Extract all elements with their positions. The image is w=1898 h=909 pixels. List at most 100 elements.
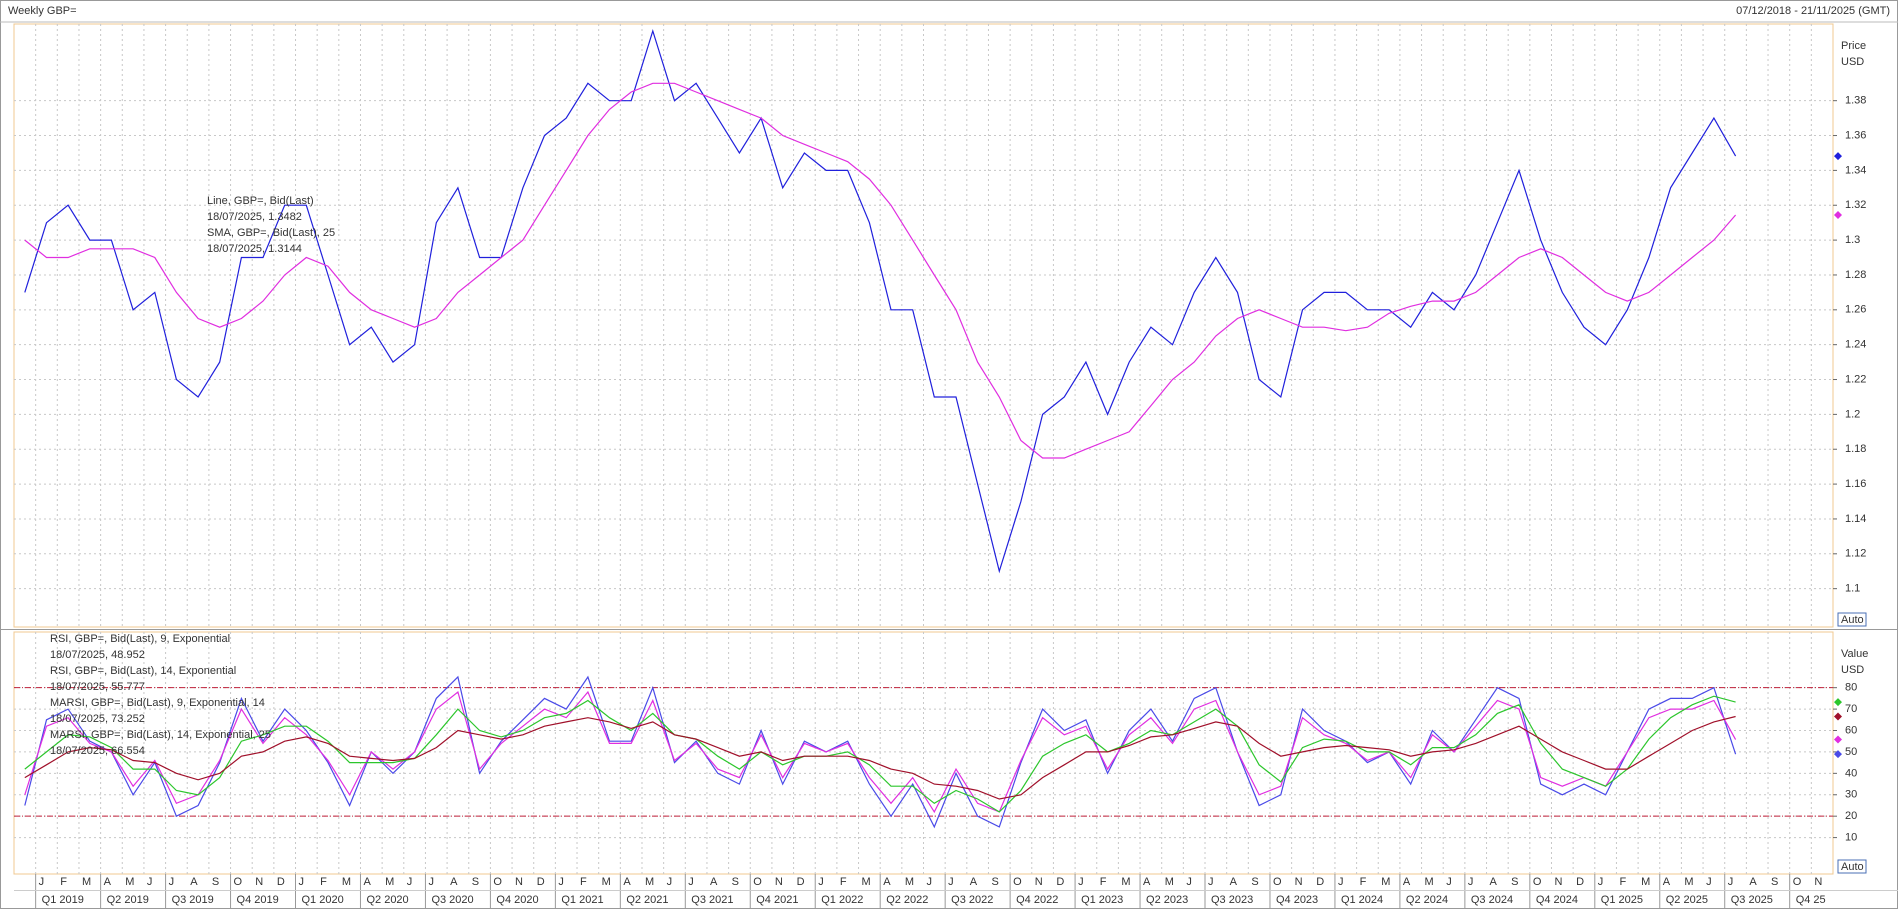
legend-value: 18/07/2025, 66.554 [50,745,145,757]
month-label: N [1295,876,1303,888]
month-label: M [645,876,654,888]
month-label: M [905,876,914,888]
last-value-marker [1834,698,1842,707]
y-tick-label: 1.14 [1845,513,1866,525]
y-tick-label: 40 [1845,767,1857,779]
axis-title: Value [1841,648,1868,660]
month-label: F [580,876,587,888]
month-label: J [428,876,434,888]
month-label: M [1121,876,1130,888]
y-tick-label: 1.34 [1845,164,1866,176]
month-label: F [1619,876,1626,888]
month-label: A [883,876,891,888]
month-label: J [818,876,824,888]
month-label: O [234,876,243,888]
month-label: M [602,876,611,888]
legend-name: MARSI, GBP=, Bid(Last), 9, Exponential, … [50,697,265,709]
month-label: A [1749,876,1757,888]
month-label: J [1446,876,1452,888]
month-label: S [1771,876,1778,888]
quarter-label: Q4 2024 [1536,894,1578,906]
month-label: A [190,876,198,888]
last-value-marker [1834,750,1842,759]
month-label: J [927,876,933,888]
month-label: S [732,876,739,888]
last-value-marker [1834,152,1842,161]
month-label: J [1186,876,1192,888]
quarter-label: Q2 2025 [1666,894,1708,906]
month-label: J [1598,876,1604,888]
month-label: J [688,876,694,888]
month-label: M [1425,876,1434,888]
y-tick-label: 1.18 [1845,443,1866,455]
month-label: A [1663,876,1671,888]
series-line [24,28,1737,574]
window-title: Weekly GBP= [8,5,77,17]
month-label: J [667,876,673,888]
month-label: J [299,876,305,888]
month-label: F [1100,876,1107,888]
y-tick-label: 1.22 [1845,373,1866,385]
quarter-label: Q3 2020 [431,894,473,906]
quarter-label: Q1 2024 [1341,894,1383,906]
y-tick-label: 70 [1845,703,1857,715]
series-line [24,715,1736,800]
month-label: A [710,876,718,888]
month-label: F [840,876,847,888]
quarter-label: Q3 2019 [172,894,214,906]
legend-name: SMA, GBP=, Bid(Last), 25 [207,227,335,239]
quarter-label: Q4 25 [1796,894,1826,906]
y-tick-label: 1.28 [1845,269,1866,281]
last-value-marker [1834,211,1842,220]
quarter-label: Q3 2024 [1471,894,1513,906]
month-label: A [623,876,631,888]
month-label: J [1468,876,1474,888]
month-label: D [537,876,545,888]
month-label: D [797,876,805,888]
quarter-label: Q1 2020 [302,894,344,906]
month-label: A [1490,876,1498,888]
month-label: J [1706,876,1712,888]
month-label: S [212,876,219,888]
month-label: D [1576,876,1584,888]
month-label: J [39,876,45,888]
y-tick-label: 1.38 [1845,95,1866,107]
last-value-marker [1834,712,1842,721]
month-label: J [1338,876,1344,888]
month-label: J [948,876,954,888]
auto-label[interactable]: Auto [1841,861,1864,873]
month-label: N [1035,876,1043,888]
y-tick-label: 1.2 [1845,408,1860,420]
quarter-label: Q4 2019 [237,894,279,906]
auto-button[interactable] [1837,859,1867,874]
month-label: M [82,876,91,888]
month-label: O [753,876,762,888]
last-value-marker [1834,735,1842,744]
quarter-label: Q3 2023 [1211,894,1253,906]
auto-button[interactable] [1837,612,1867,627]
month-label: N [515,876,523,888]
month-label: N [1814,876,1822,888]
month-label: M [1684,876,1693,888]
legend-value: 18/07/2025, 55.777 [50,681,145,693]
month-label: N [255,876,263,888]
quarter-label: Q4 2023 [1276,894,1318,906]
month-label: A [970,876,978,888]
month-label: D [1056,876,1064,888]
axis-unit: USD [1841,664,1864,676]
month-label: M [125,876,134,888]
month-label: M [1641,876,1650,888]
month-label: S [472,876,479,888]
quarter-label: Q3 2021 [691,894,733,906]
y-tick-label: 60 [1845,724,1857,736]
legend-name: Line, GBP=, Bid(Last) [207,195,314,207]
month-label: O [1793,876,1802,888]
y-tick-label: 20 [1845,810,1857,822]
auto-label[interactable]: Auto [1841,614,1864,626]
month-label: A [1403,876,1411,888]
legend-value: 18/07/2025, 1.3144 [207,243,302,255]
month-label: S [1511,876,1518,888]
quarter-label: Q4 2022 [1016,894,1058,906]
y-tick-label: 1.12 [1845,548,1866,560]
